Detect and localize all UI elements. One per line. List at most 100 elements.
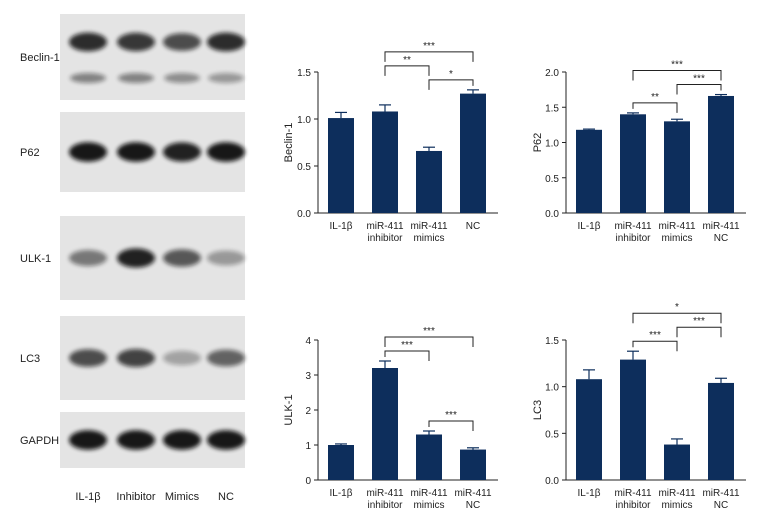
x-tick-label: inhibitor xyxy=(367,500,403,511)
blot-band xyxy=(163,142,201,162)
significance-label: * xyxy=(675,302,679,313)
blot-band xyxy=(207,250,245,266)
blot-band-secondary xyxy=(208,73,244,83)
blot-label: ULK-1 xyxy=(20,253,51,265)
blot-band xyxy=(69,349,107,367)
significance-bracket xyxy=(384,65,430,76)
x-tick-label: miR-411 xyxy=(614,221,651,232)
y-tick-label: 0.0 xyxy=(545,209,559,220)
blot-band xyxy=(117,32,155,52)
y-axis-label: ULK-1 xyxy=(283,394,295,425)
significance-bracket xyxy=(428,420,474,431)
y-tick-label: 1.0 xyxy=(545,139,559,150)
bar xyxy=(460,449,486,480)
blot-band-secondary xyxy=(164,73,200,83)
western-blot-panels: Beclin-1 P62 ULK-1 LC3 GAPDH IL-1β Inhibitor Mi… xyxy=(20,14,245,503)
bar xyxy=(576,129,602,213)
bar xyxy=(416,434,442,480)
x-tick-label: miR-411 xyxy=(366,488,403,499)
y-tick-label: 4 xyxy=(305,336,311,347)
bar xyxy=(372,111,398,213)
y-tick-label: 0 xyxy=(305,476,311,487)
blot-band xyxy=(207,349,245,367)
x-tick-label: inhibitor xyxy=(615,500,651,511)
blot-band xyxy=(117,248,155,268)
blot-band xyxy=(69,142,107,162)
significance-bracket xyxy=(384,336,474,347)
significance-bracket xyxy=(632,70,722,81)
blot-band xyxy=(69,32,107,52)
y-tick-label: 3 xyxy=(305,371,311,382)
blot-band xyxy=(163,350,201,366)
bar xyxy=(416,150,442,213)
blot-band xyxy=(69,250,107,266)
y-tick-label: 2.0 xyxy=(545,68,559,79)
bar xyxy=(460,93,486,213)
y-tick-label: 0.5 xyxy=(545,174,559,185)
blot-band xyxy=(163,430,201,450)
significance-label: *** xyxy=(649,330,661,341)
y-tick-label: 0.5 xyxy=(297,162,311,173)
x-tick-label: NC xyxy=(466,221,480,232)
blot-band-secondary xyxy=(118,73,154,83)
significance-bracket xyxy=(632,102,678,113)
x-tick-label: IL-1β xyxy=(578,221,601,232)
x-tick-label: mimics xyxy=(661,233,692,244)
blot-label: Beclin-1 xyxy=(20,52,60,64)
blot-band xyxy=(163,33,201,51)
x-tick-label: miR-411 xyxy=(410,221,447,232)
significance-label: ** xyxy=(403,55,411,66)
significance-label: *** xyxy=(401,340,413,351)
y-axis-label: LC3 xyxy=(532,400,544,420)
lane-label: IL-1β xyxy=(75,491,100,503)
significance-label: *** xyxy=(693,316,705,327)
bar xyxy=(372,368,398,480)
significance-label: *** xyxy=(671,60,683,71)
significance-bracket xyxy=(632,340,678,352)
bar xyxy=(576,379,602,480)
blot-band xyxy=(117,349,155,367)
x-tick-label: NC xyxy=(714,233,728,244)
y-tick-label: 1.5 xyxy=(545,103,559,114)
y-axis-label: P62 xyxy=(532,133,544,153)
x-tick-label: inhibitor xyxy=(367,233,403,244)
significance-bracket xyxy=(676,84,722,95)
significance-bracket xyxy=(384,350,430,361)
x-tick-label: mimics xyxy=(413,500,444,511)
x-tick-label: IL-1β xyxy=(578,488,601,499)
blot-band xyxy=(163,249,201,267)
bar xyxy=(708,95,734,213)
bar xyxy=(620,359,646,480)
blot-panel-beclin-1 xyxy=(60,14,245,100)
y-tick-label: 1 xyxy=(305,441,311,452)
y-axis-label: Beclin-1 xyxy=(283,123,295,163)
significance-label: *** xyxy=(693,74,705,85)
x-tick-label: mimics xyxy=(661,500,692,511)
lane-label: Mimics xyxy=(165,491,200,503)
blot-band xyxy=(207,430,245,450)
x-tick-label: IL-1β xyxy=(330,488,353,499)
y-tick-label: 1.0 xyxy=(297,115,311,126)
x-tick-label: miR-411 xyxy=(702,488,739,499)
x-tick-label: miR-411 xyxy=(366,221,403,232)
x-tick-label: miR-411 xyxy=(658,221,695,232)
bar xyxy=(664,121,690,213)
significance-bracket xyxy=(676,326,722,338)
significance-bracket xyxy=(428,79,474,90)
significance-label: *** xyxy=(423,41,435,52)
significance-label: *** xyxy=(445,410,457,421)
blot-band xyxy=(117,142,155,162)
bar xyxy=(328,445,354,480)
bar xyxy=(664,444,690,480)
y-tick-label: 0.0 xyxy=(297,209,311,220)
significance-label: ** xyxy=(651,92,659,103)
x-tick-label: miR-411 xyxy=(658,488,695,499)
y-tick-label: 1.5 xyxy=(545,336,559,347)
blot-label: GAPDH xyxy=(20,435,59,447)
significance-bracket xyxy=(384,51,474,62)
